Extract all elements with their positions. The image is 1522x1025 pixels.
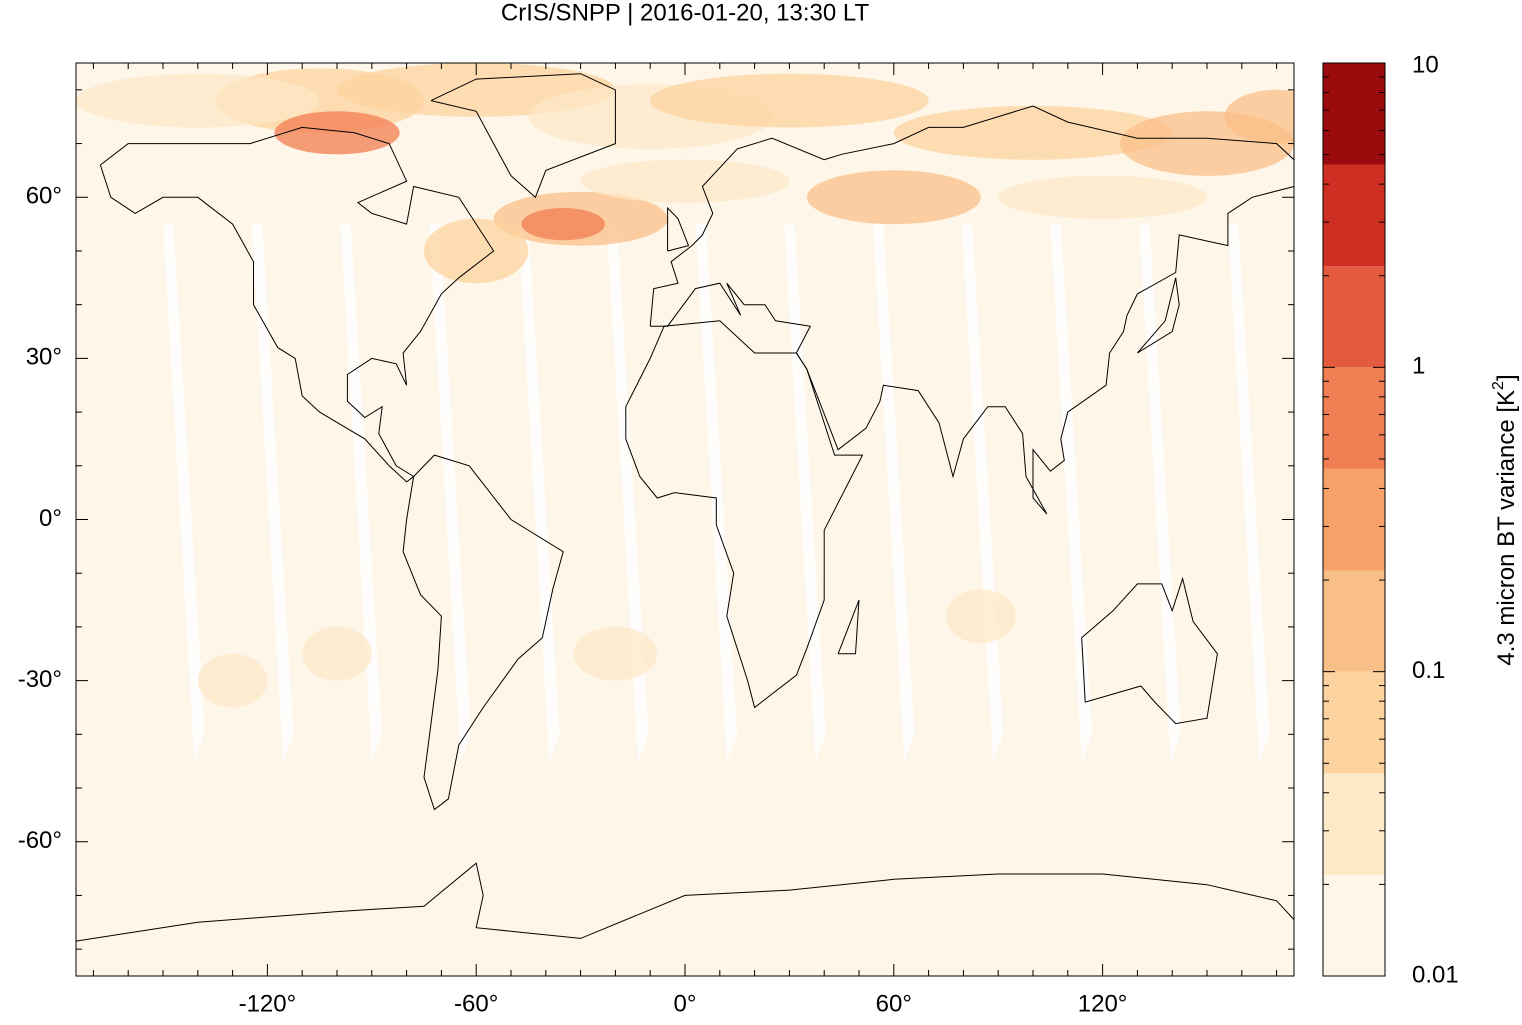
colorbar-frame xyxy=(1322,62,1386,977)
y-tick-label: 60° xyxy=(26,183,62,210)
variance-patch xyxy=(650,73,929,128)
y-tick-label: -30° xyxy=(18,666,62,693)
swath-gap xyxy=(1050,224,1093,762)
colorbar-band xyxy=(1323,570,1385,672)
coastline xyxy=(402,454,564,811)
x-tick-label: 60° xyxy=(876,990,912,1017)
swath-gap xyxy=(1227,224,1270,762)
colorbar-tick-label: 10 xyxy=(1412,51,1439,78)
colorbar-label-sup: 2 xyxy=(1490,381,1507,390)
coastline xyxy=(76,862,1294,942)
colorbar-tick-label: 0.01 xyxy=(1412,961,1459,988)
variance-patch xyxy=(274,111,400,155)
variance-patch xyxy=(302,626,372,681)
swath-gap xyxy=(695,224,738,762)
variance-patch xyxy=(424,218,529,284)
chart-title: CrIS/SNPP | 2016-01-20, 13:30 LT xyxy=(501,0,870,26)
colorbar-band xyxy=(1323,367,1385,469)
y-tick-label: 0° xyxy=(39,505,62,532)
coastline xyxy=(99,126,495,483)
colorbar-band xyxy=(1323,874,1385,976)
swath-gap xyxy=(163,224,205,762)
swath-gap xyxy=(1139,224,1181,762)
colorbar-band xyxy=(1323,266,1385,368)
variance-patch xyxy=(806,170,981,225)
colorbar-label-end: ] xyxy=(1493,374,1520,381)
variance-patch xyxy=(893,105,1173,160)
variance-patch xyxy=(573,626,658,681)
colorbar-label: 4.3 micron BT variance [K2] xyxy=(1490,374,1520,665)
swath-gap xyxy=(340,224,383,762)
coastline xyxy=(430,73,616,199)
x-tick-label: 120° xyxy=(1078,990,1128,1017)
colorbar-band xyxy=(1323,164,1385,267)
variance-patch xyxy=(1224,89,1294,144)
map-area xyxy=(76,63,1294,976)
swath-gap xyxy=(518,224,560,762)
swath-gap xyxy=(606,224,649,762)
variance-patch xyxy=(946,589,1016,644)
variance-patch xyxy=(998,175,1207,219)
colorbar-label-text: 4.3 micron BT variance [K xyxy=(1493,390,1520,666)
colorbar-tick-label: 1 xyxy=(1412,353,1425,380)
x-tick-label: -120° xyxy=(239,990,297,1017)
variance-patch xyxy=(76,73,320,128)
colorbar-band xyxy=(1323,671,1385,774)
variance-patch xyxy=(521,207,605,241)
coastline xyxy=(837,599,860,655)
swath-gap xyxy=(429,224,471,762)
coastline xyxy=(1081,576,1218,725)
colorbar-tick-label: 0.1 xyxy=(1412,657,1445,684)
variance-patch xyxy=(197,653,268,708)
colorbar-band xyxy=(1323,468,1385,571)
coastline xyxy=(667,206,690,252)
y-tick-label: -60° xyxy=(18,827,62,854)
x-tick-label: -60° xyxy=(454,990,498,1017)
x-tick-label: 0° xyxy=(674,990,697,1017)
swath-gap xyxy=(784,224,826,762)
swath-gap xyxy=(872,224,915,762)
coastline xyxy=(1137,277,1180,354)
coastline xyxy=(625,320,864,709)
colorbar-band xyxy=(1323,773,1385,875)
swath-gap xyxy=(251,224,294,762)
y-tick-label: 30° xyxy=(26,344,62,371)
variance-patch xyxy=(580,159,790,203)
colorbar-band xyxy=(1323,63,1385,165)
